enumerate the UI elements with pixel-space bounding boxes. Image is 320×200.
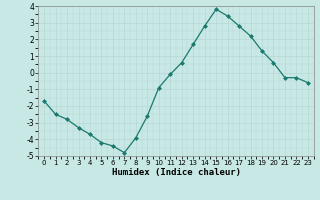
X-axis label: Humidex (Indice chaleur): Humidex (Indice chaleur) [111,168,241,177]
